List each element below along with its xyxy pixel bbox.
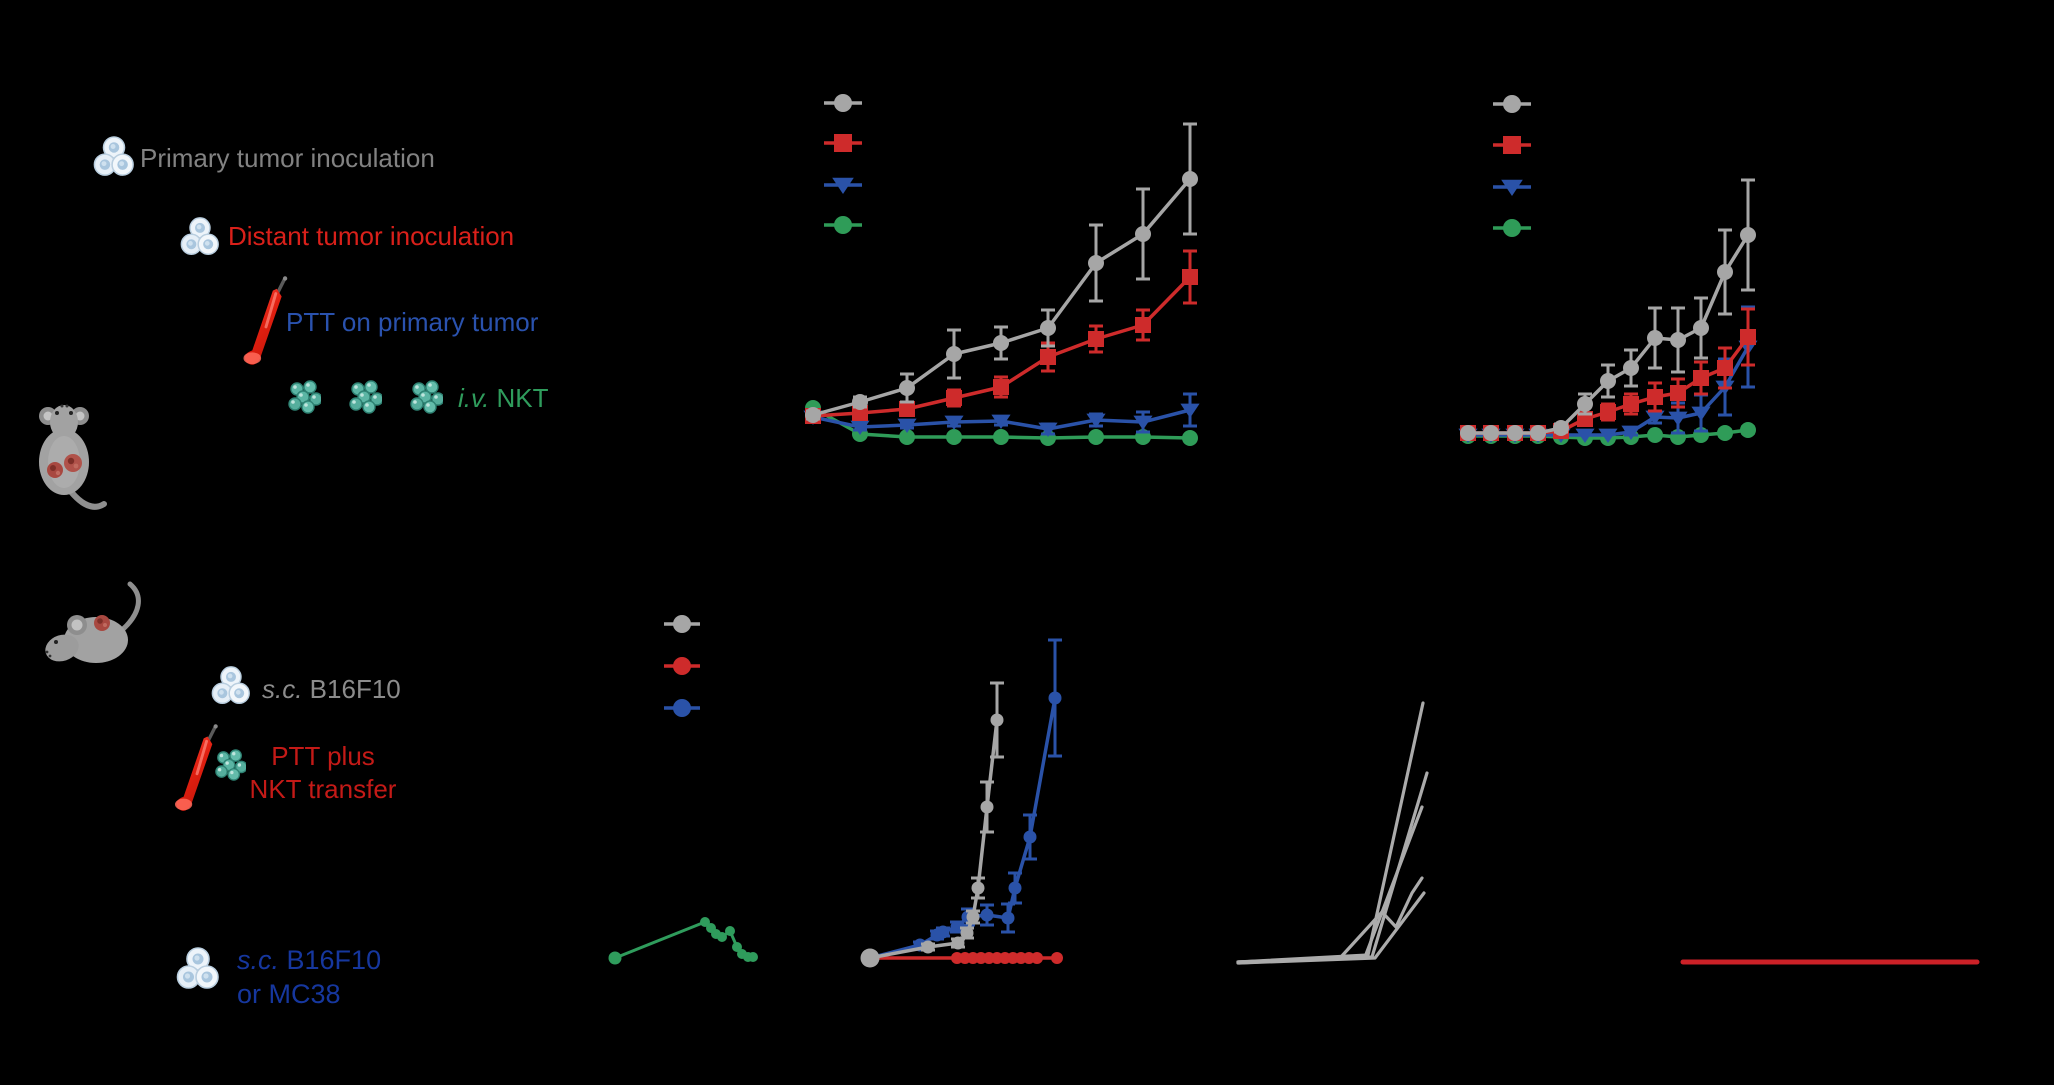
tumor-cells-icon-sc xyxy=(211,664,251,708)
label-iv-prefix: i.v. xyxy=(458,383,490,413)
label-ptt-on-primary-tumor: PTT on primary tumor xyxy=(286,307,539,337)
nkt-cells-icon-4 xyxy=(214,748,246,782)
tumor-growth-primary-red-squares xyxy=(805,249,1198,424)
nkt-cells-icon-3 xyxy=(409,379,443,415)
tumor-growth-rechallenge-blue-circles xyxy=(863,638,1062,965)
label-ptt-plus-nkt-transfer: PTT plus NKT transfer xyxy=(248,740,398,806)
label-distant-tumor-inoculation: Distant tumor inoculation xyxy=(228,221,515,251)
label-sc-b16f10-or-mc38: s.c. B16F10 or MC38 xyxy=(237,943,381,1011)
tumor-cells-icon-primary xyxy=(93,135,135,179)
label-ptt-plus-line1: PTT plus xyxy=(271,741,375,771)
tumor-growth-distant xyxy=(1458,178,1758,446)
legend-top-right xyxy=(1493,95,1531,237)
mouse-side-view-icon xyxy=(45,581,141,663)
tumor-growth-primary-blue-triangles xyxy=(803,392,1200,437)
legend-bottom-middle xyxy=(664,615,700,717)
label-iv-nkt: i.v. NKT xyxy=(458,383,549,414)
green-mini-curve-green-circles xyxy=(608,917,758,965)
nkt-cells-icon-2 xyxy=(348,379,382,415)
label-sc2-b16f10: B16F10 xyxy=(279,945,382,975)
tumor-cells-icon-rechallenge xyxy=(176,946,220,992)
label-sc2-prefix: s.c. xyxy=(237,945,280,975)
tumor-growth-distant-gray-circles xyxy=(1460,178,1756,441)
label-nkt-text: NKT xyxy=(489,383,549,413)
tumor-growth-rechallenge-gray-circles xyxy=(860,681,1004,968)
legend-top-middle xyxy=(824,94,862,234)
individual-tumor-curves xyxy=(1236,701,1429,965)
tumor-cells-icon-distant xyxy=(180,215,220,259)
tumor-growth-rechallenge xyxy=(860,638,1063,968)
green-mini-curve xyxy=(608,917,758,965)
mouse-top-view-icon xyxy=(39,404,107,510)
label-b16f10-text: B16F10 xyxy=(302,674,401,704)
tumor-growth-rechallenge-red-circles-flat xyxy=(864,952,1063,964)
label-sc-prefix: s.c. xyxy=(262,674,303,704)
label-ptt-plus-line2: NKT transfer xyxy=(249,774,397,804)
nkt-cells-icon-1 xyxy=(287,379,321,415)
label-sc2-line1: s.c. B16F10 xyxy=(237,943,381,977)
tumor-growth-primary-gray-circles xyxy=(805,122,1198,423)
label-sc2-line2: or MC38 xyxy=(237,979,341,1009)
label-primary-tumor-inoculation: Primary tumor inoculation xyxy=(140,143,435,173)
label-sc-b16f10: s.c. B16F10 xyxy=(262,674,401,705)
tumor-growth-primary xyxy=(803,122,1200,446)
